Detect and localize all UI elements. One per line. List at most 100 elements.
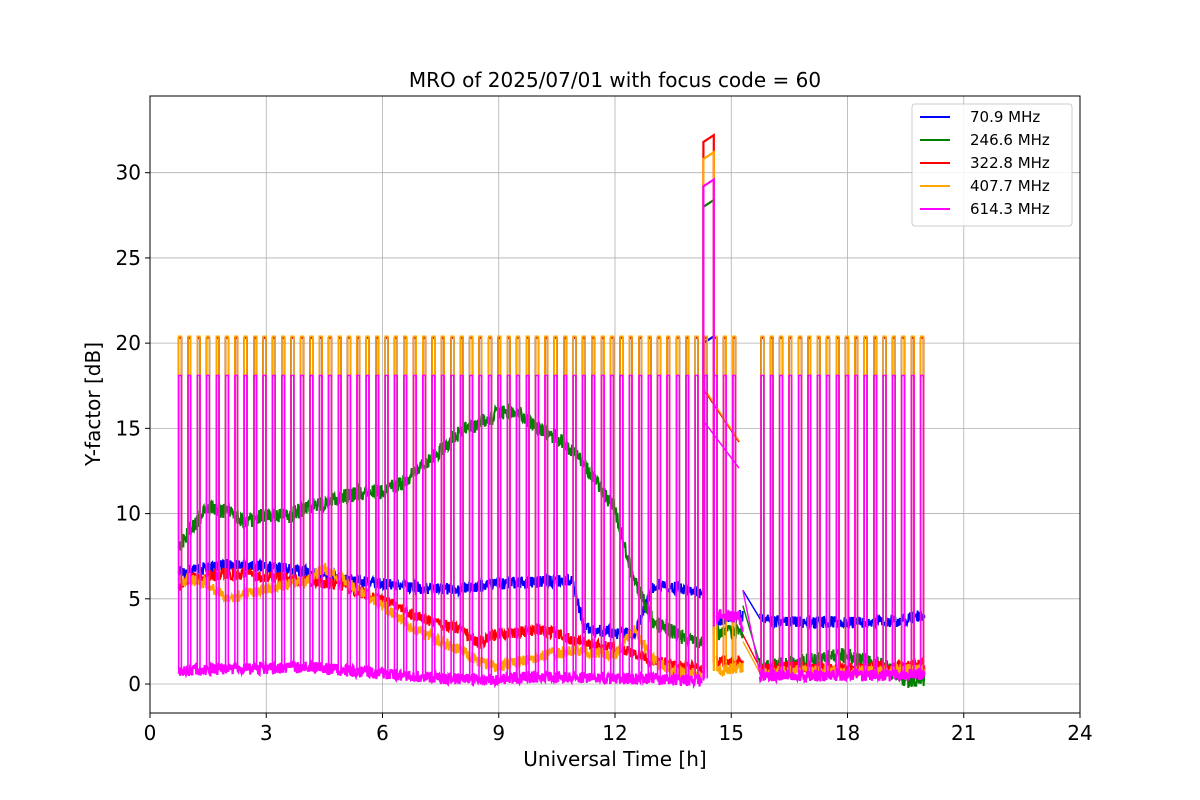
- calibration-pulse: [412, 374, 417, 677]
- x-tick-label: 21: [951, 721, 976, 745]
- calibration-pulse: [910, 374, 915, 675]
- calibration-pulse: [299, 374, 305, 668]
- calibration-pulse: [694, 374, 699, 681]
- calibration-pulse: [534, 374, 540, 678]
- calibration-pulse: [337, 374, 342, 670]
- gap-connector: [742, 590, 761, 676]
- calibration-pulse: [919, 374, 925, 674]
- calibration-pulse: [891, 374, 896, 676]
- calibration-pulse: [450, 374, 455, 679]
- calibration-pulse: [563, 374, 568, 678]
- calibration-pulse: [835, 374, 840, 676]
- y-tick-label: 10: [116, 502, 141, 526]
- calibration-pulse: [205, 374, 211, 670]
- calibration-pulse: [638, 374, 643, 679]
- calibration-pulse: [271, 374, 276, 669]
- calibration-pulse: [281, 374, 286, 668]
- calibration-pulse: [224, 374, 230, 669]
- plot-area: [177, 133, 926, 690]
- calibration-pulse: [318, 374, 323, 669]
- y-axis-label: Y-factor [dB]: [81, 342, 105, 467]
- calibration-pulse: [675, 374, 681, 680]
- calibration-pulse: [732, 374, 737, 616]
- x-tick-label: 9: [492, 721, 505, 745]
- spike-segment: [702, 177, 715, 681]
- calibration-pulse: [468, 374, 474, 679]
- gap-connector: [742, 589, 761, 620]
- calibration-pulse: [600, 374, 605, 679]
- y-tick-label: 25: [116, 246, 141, 270]
- calibration-pulse: [187, 374, 192, 671]
- calibration-pulse: [619, 374, 624, 679]
- calibration-pulse: [356, 374, 361, 672]
- calibration-pulse: [196, 374, 201, 670]
- calibration-pulse: [215, 374, 220, 670]
- legend-label: 407.7 MHz: [970, 177, 1050, 195]
- calibration-pulse: [290, 374, 295, 668]
- calibration-pulse: [506, 374, 511, 679]
- calibration-pulse: [844, 374, 850, 676]
- calibration-pulse: [346, 374, 352, 671]
- calibration-pulse: [253, 374, 258, 669]
- calibration-pulse: [544, 374, 549, 678]
- calibration-pulse: [797, 374, 803, 676]
- legend-label: 70.9 MHz: [970, 108, 1040, 126]
- x-tick-label: 6: [376, 721, 389, 745]
- chart-title: MRO of 2025/07/01 with focus code = 60: [409, 68, 821, 92]
- calibration-pulse: [609, 374, 615, 679]
- calibration-pulse: [365, 374, 370, 673]
- calibration-pulse: [309, 374, 314, 668]
- calibration-pulse: [863, 374, 868, 676]
- calibration-pulse: [553, 374, 558, 678]
- y-tick-label: 30: [116, 161, 141, 185]
- calibration-pulse: [825, 374, 831, 676]
- calibration-pulse: [778, 374, 784, 676]
- calibration-pulse: [760, 374, 765, 676]
- legend-label: 614.3 MHz: [970, 200, 1050, 218]
- calibration-pulse: [591, 374, 596, 678]
- calibration-pulse: [685, 374, 690, 681]
- series-614.3-mhz: [177, 177, 926, 690]
- calibration-pulse: [431, 374, 436, 678]
- calibration-pulse: [816, 374, 821, 676]
- calibration-pulse: [807, 374, 812, 676]
- calibration-pulse: [581, 374, 586, 678]
- calibration-pulse: [656, 374, 662, 680]
- calibration-pulse: [327, 374, 333, 670]
- calibration-pulse: [873, 374, 878, 676]
- decay-line: [703, 421, 740, 469]
- calibration-pulse: [487, 374, 493, 679]
- calibration-pulse: [440, 374, 445, 679]
- calibration-pulse: [243, 374, 248, 669]
- y-tick-label: 5: [128, 587, 141, 611]
- calibration-pulse: [497, 374, 502, 679]
- y-tick-label: 20: [116, 331, 141, 355]
- legend: 70.9 MHz 246.6 MHz 322.8 MHz 407.7 MHz 614.3…: [911, 103, 1073, 227]
- legend-frame: [911, 103, 1073, 227]
- calibration-pulse: [177, 374, 183, 671]
- calibration-pulse: [900, 374, 906, 675]
- calibration-pulse: [647, 374, 652, 679]
- calibration-pulse: [459, 374, 464, 679]
- calibration-pulse: [375, 374, 380, 674]
- legend-label: 246.6 MHz: [970, 131, 1050, 149]
- calibration-pulse: [722, 374, 727, 616]
- calibration-pulse: [666, 374, 671, 680]
- gap-connector: [742, 641, 761, 675]
- x-tick-label: 24: [1067, 721, 1092, 745]
- calibration-pulse: [525, 374, 530, 678]
- calibration-pulse: [769, 374, 774, 676]
- calibration-pulse: [515, 374, 521, 679]
- x-tick-label: 0: [144, 721, 157, 745]
- x-tick-label: 15: [719, 721, 744, 745]
- calibration-pulse: [393, 374, 398, 675]
- calibration-pulse: [572, 374, 577, 678]
- calibration-pulse: [882, 374, 887, 676]
- x-tick-label: 12: [602, 721, 627, 745]
- calibration-pulse: [478, 374, 483, 679]
- x-axis-label: Universal Time [h]: [523, 747, 706, 771]
- calibration-pulse: [262, 374, 267, 669]
- calibration-pulse: [854, 374, 859, 676]
